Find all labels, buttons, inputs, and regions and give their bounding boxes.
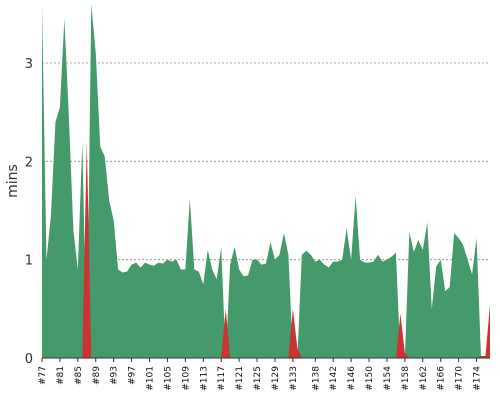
x-tick-label: #113: [199, 366, 209, 391]
x-tick-label: #101: [146, 366, 156, 391]
x-tick-label: #117: [217, 366, 227, 391]
x-tick-label: #146: [347, 366, 357, 391]
x-tick-label: #93: [110, 366, 120, 385]
series-area-0: [42, 4, 490, 358]
y-tick-label: 1: [25, 254, 33, 269]
series-area-1: [42, 141, 490, 358]
x-tick-label: #170: [455, 366, 465, 391]
x-tick-label: #109: [181, 366, 191, 391]
x-tick-label: #166: [437, 366, 447, 391]
x-tick-label: #125: [253, 366, 263, 391]
series-areas: [42, 4, 490, 358]
y-tick-label: 2: [25, 155, 33, 170]
x-tick-label: #129: [271, 366, 281, 391]
x-tick-label: #105: [163, 366, 173, 391]
x-tick-label: #85: [74, 366, 84, 385]
y-axis-label: mins: [5, 164, 21, 198]
y-tick-label: 0: [25, 352, 33, 367]
x-tick-label: #97: [128, 366, 138, 385]
x-tick-label: #121: [235, 366, 245, 391]
x-tick-label: #154: [383, 366, 393, 391]
x-tick-label: #77: [38, 366, 48, 385]
x-tick-label: #138: [311, 366, 321, 391]
x-tick-label: #81: [56, 366, 66, 385]
x-tick-label: #174: [473, 366, 483, 391]
x-tick-label: #162: [419, 366, 429, 391]
x-tick-label: #142: [329, 366, 339, 391]
y-tick-label: 3: [25, 57, 33, 72]
x-tick-label: #150: [365, 366, 375, 391]
x-tick-labels: #77 #81 #85 #89 #93 #97 #101 #105 #109 #113 #117 #1…: [38, 358, 483, 391]
y-tick-labels: 0 1 2 3: [25, 57, 33, 367]
x-tick-label: #89: [92, 366, 102, 385]
x-tick-label: #158: [401, 366, 411, 391]
x-tick-label: #133: [289, 366, 299, 391]
